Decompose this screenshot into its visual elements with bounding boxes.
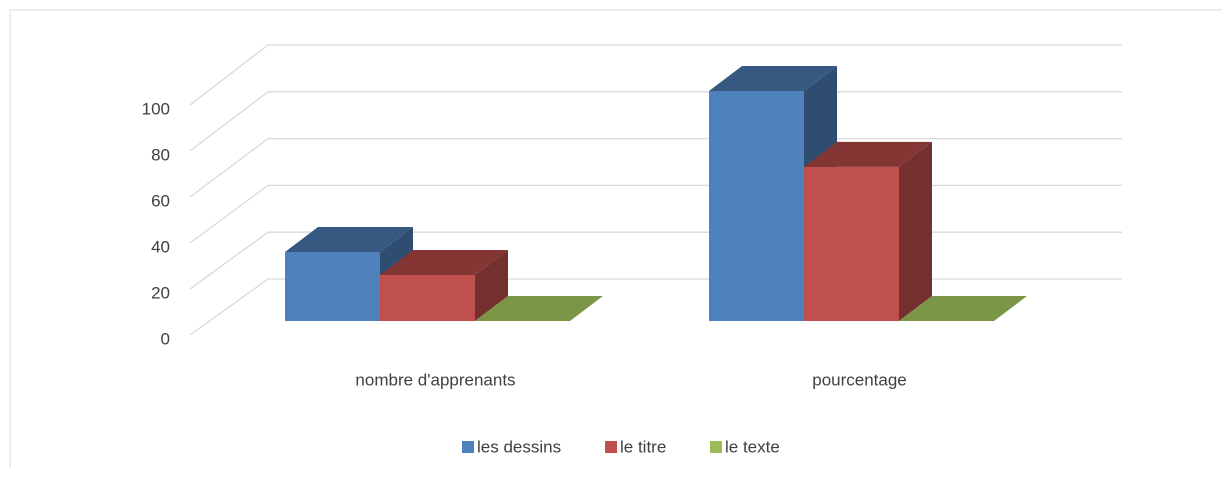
bar-side <box>899 141 932 321</box>
grid-line <box>189 91 1122 152</box>
bar <box>899 296 1027 321</box>
bar <box>475 296 603 321</box>
legend-swatch <box>462 441 474 453</box>
y-tick-label: 80 <box>151 145 170 164</box>
bar-front <box>804 166 899 321</box>
y-tick-label: 0 <box>161 329 170 348</box>
y-tick-label: 100 <box>142 99 170 118</box>
legend-label: le titre <box>620 437 666 456</box>
bar-top <box>804 141 932 167</box>
legend-swatch <box>605 441 617 453</box>
bar-side <box>475 250 508 321</box>
bar <box>804 141 932 321</box>
y-tick-label: 20 <box>151 283 170 302</box>
grid-line <box>189 44 1122 106</box>
y-tick-label: 60 <box>151 191 170 210</box>
bar <box>380 250 508 321</box>
legend-label: les dessins <box>477 437 561 456</box>
bar-front <box>285 252 380 321</box>
legend-swatch <box>710 441 722 453</box>
x-tick-label: nombre d'apprenants <box>355 370 515 389</box>
bar-top <box>285 227 413 252</box>
bar-front <box>709 91 804 321</box>
bar-top <box>475 296 603 321</box>
bar-top <box>380 250 508 275</box>
bar-top <box>709 66 837 91</box>
bar-top <box>899 296 1027 321</box>
legend-label: le texte <box>725 437 780 456</box>
chart-frame <box>9 9 1222 467</box>
grid-line <box>189 137 1122 198</box>
x-tick-label: pourcentage <box>812 370 907 389</box>
y-tick-label: 40 <box>151 237 170 256</box>
bar-front <box>380 275 475 321</box>
